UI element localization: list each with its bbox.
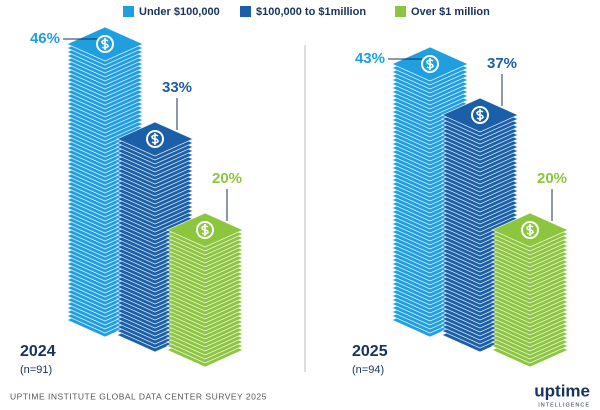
value-label: 43% (355, 50, 385, 67)
sample-size: (n=94) (352, 364, 384, 376)
year-label: 2024 (20, 343, 56, 360)
value-label: 33% (162, 79, 192, 96)
dollar-sign (476, 109, 484, 121)
year-label: 2025 (352, 343, 388, 360)
dollar-sign (151, 133, 159, 145)
value-label: 46% (30, 30, 60, 47)
money-stack (166, 212, 244, 368)
legend-swatch (395, 6, 406, 17)
dollar-sign (101, 38, 109, 50)
logo-name: uptime (534, 381, 590, 400)
sample-size: (n=91) (20, 364, 52, 376)
money-stack (491, 212, 569, 368)
legend-label: $100,000 to $1million (256, 6, 366, 18)
value-label: 37% (487, 55, 517, 72)
money-stack (441, 97, 519, 353)
dollar-sign (526, 224, 534, 236)
value-label: 20% (212, 170, 242, 187)
legend-swatch (240, 6, 251, 17)
legend-label: Under $100,000 (139, 6, 220, 18)
dollar-sign (201, 224, 209, 236)
footer: UPTIME INSTITUTE GLOBAL DATA CENTER SURV… (10, 391, 267, 401)
legend-swatch (123, 6, 134, 17)
dollar-sign (426, 58, 434, 70)
legend-label: Over $1 million (411, 6, 490, 18)
logo-tagline: INTELLIGENCE (538, 402, 590, 408)
value-label: 20% (537, 170, 567, 187)
